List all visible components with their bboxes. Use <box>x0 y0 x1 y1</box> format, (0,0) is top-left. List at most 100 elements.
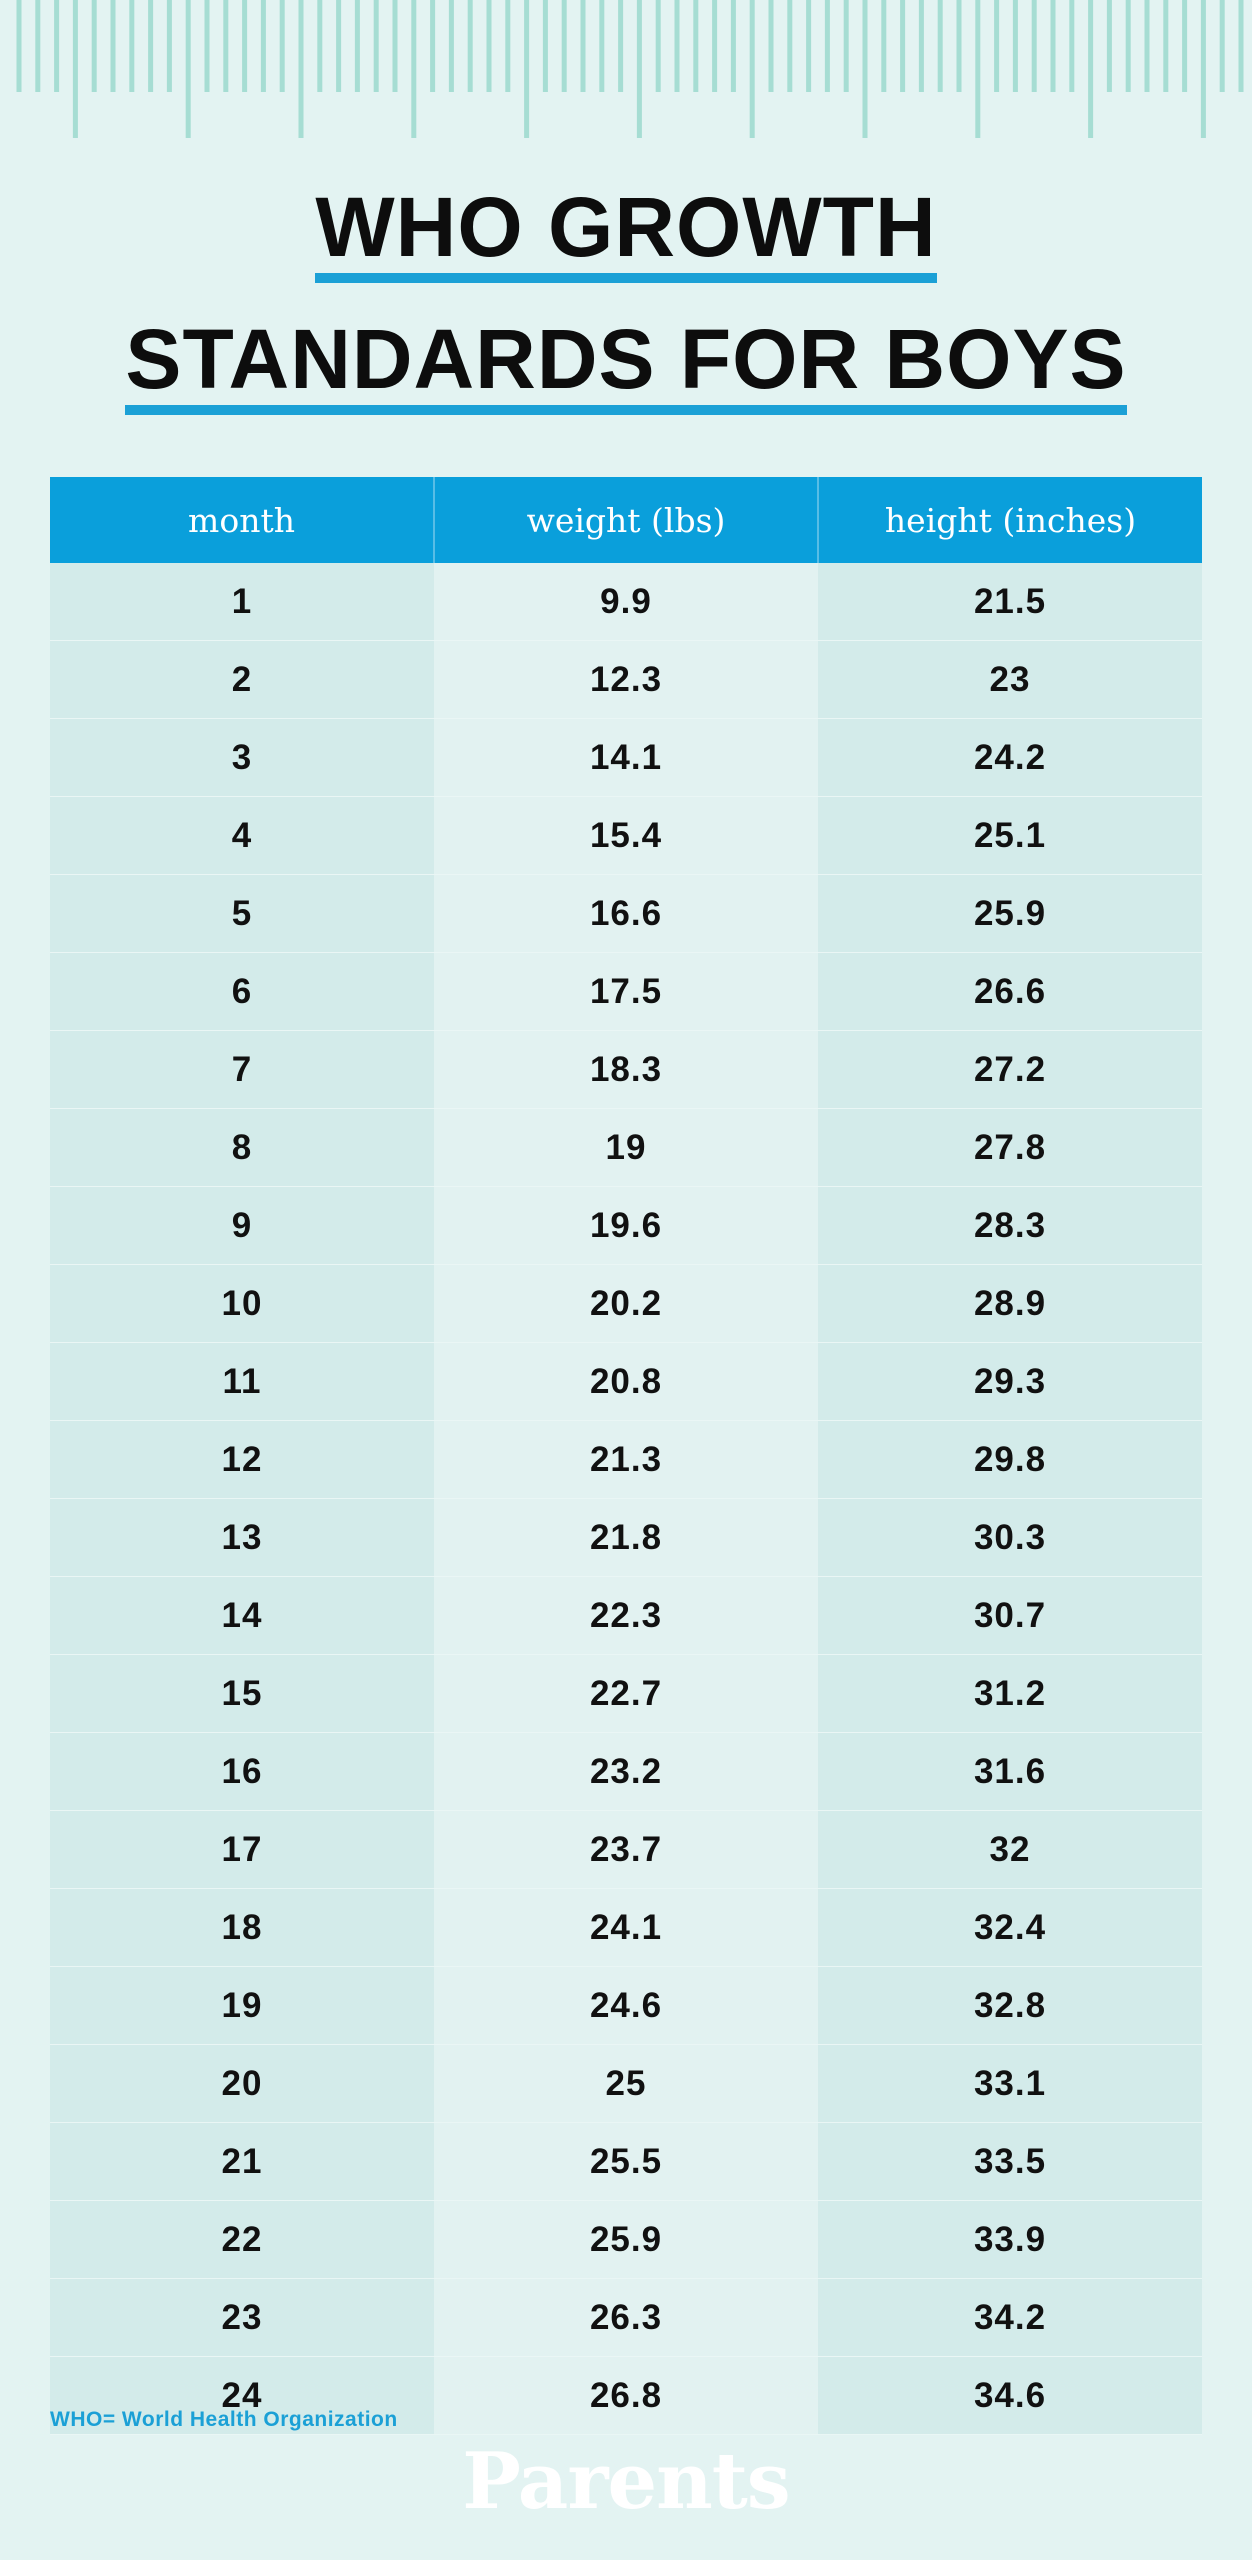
ruler-tick <box>806 0 812 92</box>
table-cell: 20.8 <box>434 1342 818 1421</box>
ruler-tick <box>1125 0 1131 92</box>
ruler-tick <box>937 0 943 92</box>
table-cell: 5 <box>50 874 434 953</box>
table-cell: 15.4 <box>434 796 818 875</box>
ruler-tick <box>467 0 473 92</box>
table-cell: 17.5 <box>434 952 818 1031</box>
table-cell: 14.1 <box>434 718 818 797</box>
table-cell: 27.2 <box>818 1030 1202 1109</box>
table-row: 9 19.6 28.3 <box>50 1186 1202 1265</box>
title-line-2: STANDARDS FOR BOYS <box>125 317 1127 415</box>
ruler-tick <box>618 0 624 92</box>
table-cell: 4 <box>50 796 434 875</box>
table-row: 23 26.3 34.2 <box>50 2278 1202 2357</box>
table-row: 7 18.3 27.2 <box>50 1030 1202 1109</box>
ruler-tick <box>373 0 379 92</box>
table-cell: 33.1 <box>818 2044 1202 2123</box>
ruler-tick <box>317 0 323 92</box>
ruler-tick-long <box>636 0 642 138</box>
ruler-tick <box>260 0 266 92</box>
table-row: 8 19 27.8 <box>50 1108 1202 1187</box>
table-cell: 29.8 <box>818 1420 1202 1499</box>
ruler-tick <box>91 0 97 92</box>
table-row: 4 15.4 25.1 <box>50 796 1202 875</box>
table-cell: 26.8 <box>434 2356 818 2435</box>
table-header-row: month weight (lbs) height (inches) <box>50 477 1202 563</box>
table-row: 16 23.2 31.6 <box>50 1732 1202 1811</box>
ruler-tick <box>242 0 248 92</box>
ruler-tick <box>1163 0 1169 92</box>
ruler-tick <box>1238 0 1244 92</box>
ruler-tick <box>824 0 830 92</box>
table-row: 2 12.3 23 <box>50 640 1202 719</box>
table-cell: 23 <box>50 2278 434 2357</box>
ruler-tick <box>279 0 285 92</box>
table-cell: 32.8 <box>818 1966 1202 2045</box>
ruler-tick <box>956 0 962 92</box>
ruler-tick <box>1050 0 1056 92</box>
table-cell: 21 <box>50 2122 434 2201</box>
table-row: 18 24.1 32.4 <box>50 1888 1202 1967</box>
ruler-tick <box>693 0 699 92</box>
ruler-tick <box>110 0 116 92</box>
ruler-decoration <box>16 0 1244 138</box>
ruler-tick <box>204 0 210 92</box>
table-cell: 18 <box>50 1888 434 1967</box>
table-cell: 21.8 <box>434 1498 818 1577</box>
table-cell: 27.8 <box>818 1108 1202 1187</box>
ruler-tick <box>1182 0 1188 92</box>
column-header: weight (lbs) <box>434 477 819 563</box>
table-cell: 24 <box>50 2356 434 2435</box>
ruler-tick <box>599 0 605 92</box>
table-cell: 29.3 <box>818 1342 1202 1421</box>
ruler-tick <box>54 0 60 92</box>
ruler-tick <box>223 0 229 92</box>
ruler-tick <box>1031 0 1037 92</box>
ruler-tick-long <box>862 0 868 138</box>
ruler-tick <box>430 0 436 92</box>
table-cell: 23.2 <box>434 1732 818 1811</box>
ruler-tick <box>881 0 887 92</box>
footnote: WHO= World Health Organization <box>50 2408 398 2431</box>
ruler-tick <box>1144 0 1150 92</box>
ruler-tick <box>712 0 718 92</box>
ruler-tick <box>148 0 154 92</box>
ruler-tick <box>505 0 511 92</box>
ruler-tick <box>655 0 661 92</box>
ruler-tick <box>448 0 454 92</box>
ruler-tick <box>1069 0 1075 92</box>
ruler-tick <box>542 0 548 92</box>
ruler-tick-long <box>185 0 191 138</box>
parents-logo: Parents <box>462 2436 790 2527</box>
ruler-tick <box>918 0 924 92</box>
ruler-tick <box>994 0 1000 92</box>
table-row: 20 25 33.1 <box>50 2044 1202 2123</box>
table-cell: 21.5 <box>818 563 1202 641</box>
table-cell: 19 <box>50 1966 434 2045</box>
table-cell: 12 <box>50 1420 434 1499</box>
title-line-1: WHO GROWTH <box>315 185 937 283</box>
table-cell: 32.4 <box>818 1888 1202 1967</box>
column-header: height (inches) <box>818 477 1202 563</box>
table-cell: 28.3 <box>818 1186 1202 1265</box>
ruler-tick-long <box>1088 0 1094 138</box>
table-cell: 16 <box>50 1732 434 1811</box>
ruler-tick <box>354 0 360 92</box>
table-row: 24 26.8 34.6 <box>50 2356 1202 2435</box>
table-cell: 8 <box>50 1108 434 1187</box>
table-cell: 9.9 <box>434 563 818 641</box>
table-cell: 3 <box>50 718 434 797</box>
ruler-tick <box>392 0 398 92</box>
ruler-tick-long <box>1200 0 1206 138</box>
table-cell: 18.3 <box>434 1030 818 1109</box>
ruler-tick <box>843 0 849 92</box>
table-row: 14 22.3 30.7 <box>50 1576 1202 1655</box>
ruler-tick <box>674 0 680 92</box>
ruler-tick <box>768 0 774 92</box>
ruler-tick <box>561 0 567 92</box>
ruler-tick <box>336 0 342 92</box>
table-cell: 19 <box>434 1108 818 1187</box>
table-cell: 7 <box>50 1030 434 1109</box>
ruler-tick <box>166 0 172 92</box>
table-cell: 9 <box>50 1186 434 1265</box>
